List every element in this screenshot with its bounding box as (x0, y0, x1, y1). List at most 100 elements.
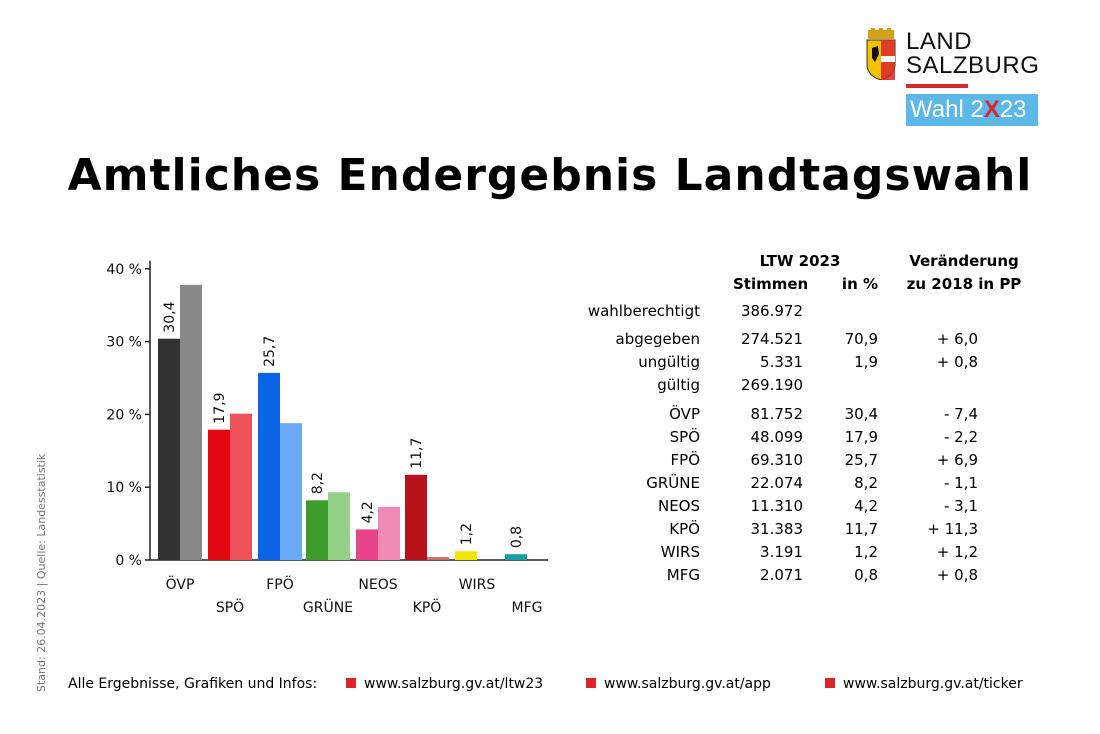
bullet-square-icon (586, 678, 596, 688)
footer-link-app-text[interactable]: www.salzburg.gv.at/app (604, 676, 771, 692)
table-row-votes: 69.310 (750, 451, 804, 469)
table-row-votes: 386.972 (740, 302, 803, 320)
table-row-label: SPÖ (669, 428, 700, 446)
wahl-2023-badge: Wahl 2X23 (906, 94, 1038, 126)
table-row-label: ÖVP (669, 405, 700, 423)
table-row-label: MFG (666, 566, 700, 584)
data-label: 0,8 (509, 526, 525, 548)
table-row-pct: 1,2 (854, 543, 878, 561)
table-row-votes: 48.099 (750, 428, 804, 446)
table-row-label: KPÖ (669, 520, 700, 538)
data-label: 11,7 (409, 438, 425, 469)
bar-2018-neos (378, 506, 400, 560)
table-head-ltw: LTW 2023 (759, 252, 841, 270)
bar-2023-wirs (455, 551, 477, 560)
wahl-badge-pre: Wahl 2 (910, 96, 984, 123)
table-row-label: NEOS (657, 497, 700, 515)
footer-link-ltw23[interactable]: www.salzburg.gv.at/ltw23 (346, 676, 543, 692)
bullet-square-icon (825, 678, 835, 688)
table-row-change: - 7,4 (943, 405, 978, 423)
table-row-pct: 11,7 (844, 520, 878, 538)
x-category-label: MFG (512, 600, 543, 616)
table-row-label: FPÖ (670, 451, 700, 469)
table-row-votes: 31.383 (750, 520, 804, 538)
footer-link-app[interactable]: www.salzburg.gv.at/app (586, 676, 771, 692)
table-row-pct: 17,9 (844, 428, 878, 446)
bar-2023-mfg (505, 554, 527, 560)
table-row-label: abgegeben (615, 330, 700, 348)
table-row-change: + 6,9 (936, 451, 978, 469)
table-row-pct: 30,4 (844, 405, 878, 423)
salzburg-crest-icon (866, 28, 896, 80)
table-row-change: + 0,8 (936, 566, 978, 584)
bullet-square-icon (346, 678, 356, 688)
table-row-pct: 0,8 (854, 566, 878, 584)
footer-link-ltw23-text[interactable]: www.salzburg.gv.at/ltw23 (364, 676, 544, 692)
page-title: Amtliches Endergebnis Landtagswahl (67, 150, 1033, 201)
bar-2023-grüne (306, 500, 328, 560)
table-row-change: + 6,0 (936, 330, 978, 348)
data-label: 1,2 (459, 523, 475, 545)
table-row-votes: 2.071 (760, 566, 803, 584)
logo-wordmark: LAND SALZBURG (906, 30, 1039, 78)
table-row-change: + 11,3 (927, 520, 978, 538)
logo-line-2: SALZBURG (906, 52, 1040, 79)
table-head-pct: in % (841, 275, 878, 293)
table-head-change: Veränderung (909, 252, 1019, 270)
table-row-votes: 11.310 (750, 497, 804, 515)
bar-2018-fpö (280, 423, 302, 560)
table-row-votes: 3.191 (760, 543, 803, 561)
table-row-label: GRÜNE (646, 474, 700, 492)
bar-2023-kpö (405, 474, 427, 560)
x-category-label: GRÜNE (303, 598, 353, 616)
wahl-badge-post: 23 (999, 96, 1027, 123)
table-row-votes: 274.521 (740, 330, 803, 348)
table-row-votes: 5.331 (760, 353, 803, 371)
table-row-change: - 3,1 (943, 497, 978, 515)
table-head-change-sub: zu 2018 in PP (906, 275, 1022, 293)
bar-2023-spö (208, 429, 230, 560)
bar-2018-övp (180, 284, 202, 560)
x-category-label: WIRS (459, 577, 496, 593)
table-row-pct: 70,9 (844, 330, 878, 348)
table-row-change: + 0,8 (936, 353, 978, 371)
footer-intro: Alle Ergebnisse, Grafiken und Infos: (68, 676, 318, 692)
table-head-stimmen: Stimmen (733, 275, 809, 293)
bar-2018-kpö (427, 557, 449, 560)
table-row-change: - 2,2 (943, 428, 978, 446)
bar-2018-spö (230, 413, 252, 560)
x-category-label: NEOS (358, 577, 397, 593)
y-tick-label: 10 % (106, 480, 142, 496)
table-row-change: - 1,1 (943, 474, 978, 492)
table-row-votes: 269.190 (740, 376, 803, 394)
table-row-pct: 25,7 (844, 451, 878, 469)
y-tick-label: 30 % (106, 335, 142, 351)
footer-link-ticker[interactable]: www.salzburg.gv.at/ticker (825, 676, 1023, 692)
logo-line-1: LAND (906, 28, 973, 55)
bar-2018-grüne (328, 492, 350, 560)
logo-red-bar (906, 84, 968, 88)
y-tick-label: 0 % (115, 553, 142, 569)
land-salzburg-logo: LAND SALZBURG Wahl 2X23 (864, 28, 1044, 128)
y-tick-label: 40 % (106, 262, 142, 278)
table-row-votes: 81.752 (750, 405, 804, 423)
x-category-label: KPÖ (413, 598, 442, 616)
data-label: 8,2 (310, 472, 326, 494)
table-row-change: + 1,2 (936, 543, 978, 561)
bar-2023-neos (356, 529, 378, 560)
footer-link-ticker-text[interactable]: www.salzburg.gv.at/ticker (843, 676, 1023, 692)
table-row-votes: 22.074 (750, 474, 804, 492)
results-bar-chart: 0 % 10 % 20 % 30 % 40 % 30,4 ÖVP 17,9 SPÖ 25,7 FPÖ… (106, 260, 548, 616)
table-row-label: ungültig (638, 353, 700, 371)
y-tick-label: 20 % (106, 407, 142, 423)
x-category-label: FPÖ (266, 575, 294, 593)
table-row-label: WIRS (660, 543, 700, 561)
bar-2023-övp (158, 338, 180, 560)
table-row-pct: 8,2 (854, 474, 878, 492)
bar-2023-fpö (258, 372, 280, 560)
table-row-pct: 1,9 (854, 353, 878, 371)
x-category-label: ÖVP (166, 575, 195, 593)
data-label: 17,9 (212, 393, 228, 424)
table-row-label: gültig (657, 376, 700, 394)
data-label: 30,4 (162, 301, 178, 332)
